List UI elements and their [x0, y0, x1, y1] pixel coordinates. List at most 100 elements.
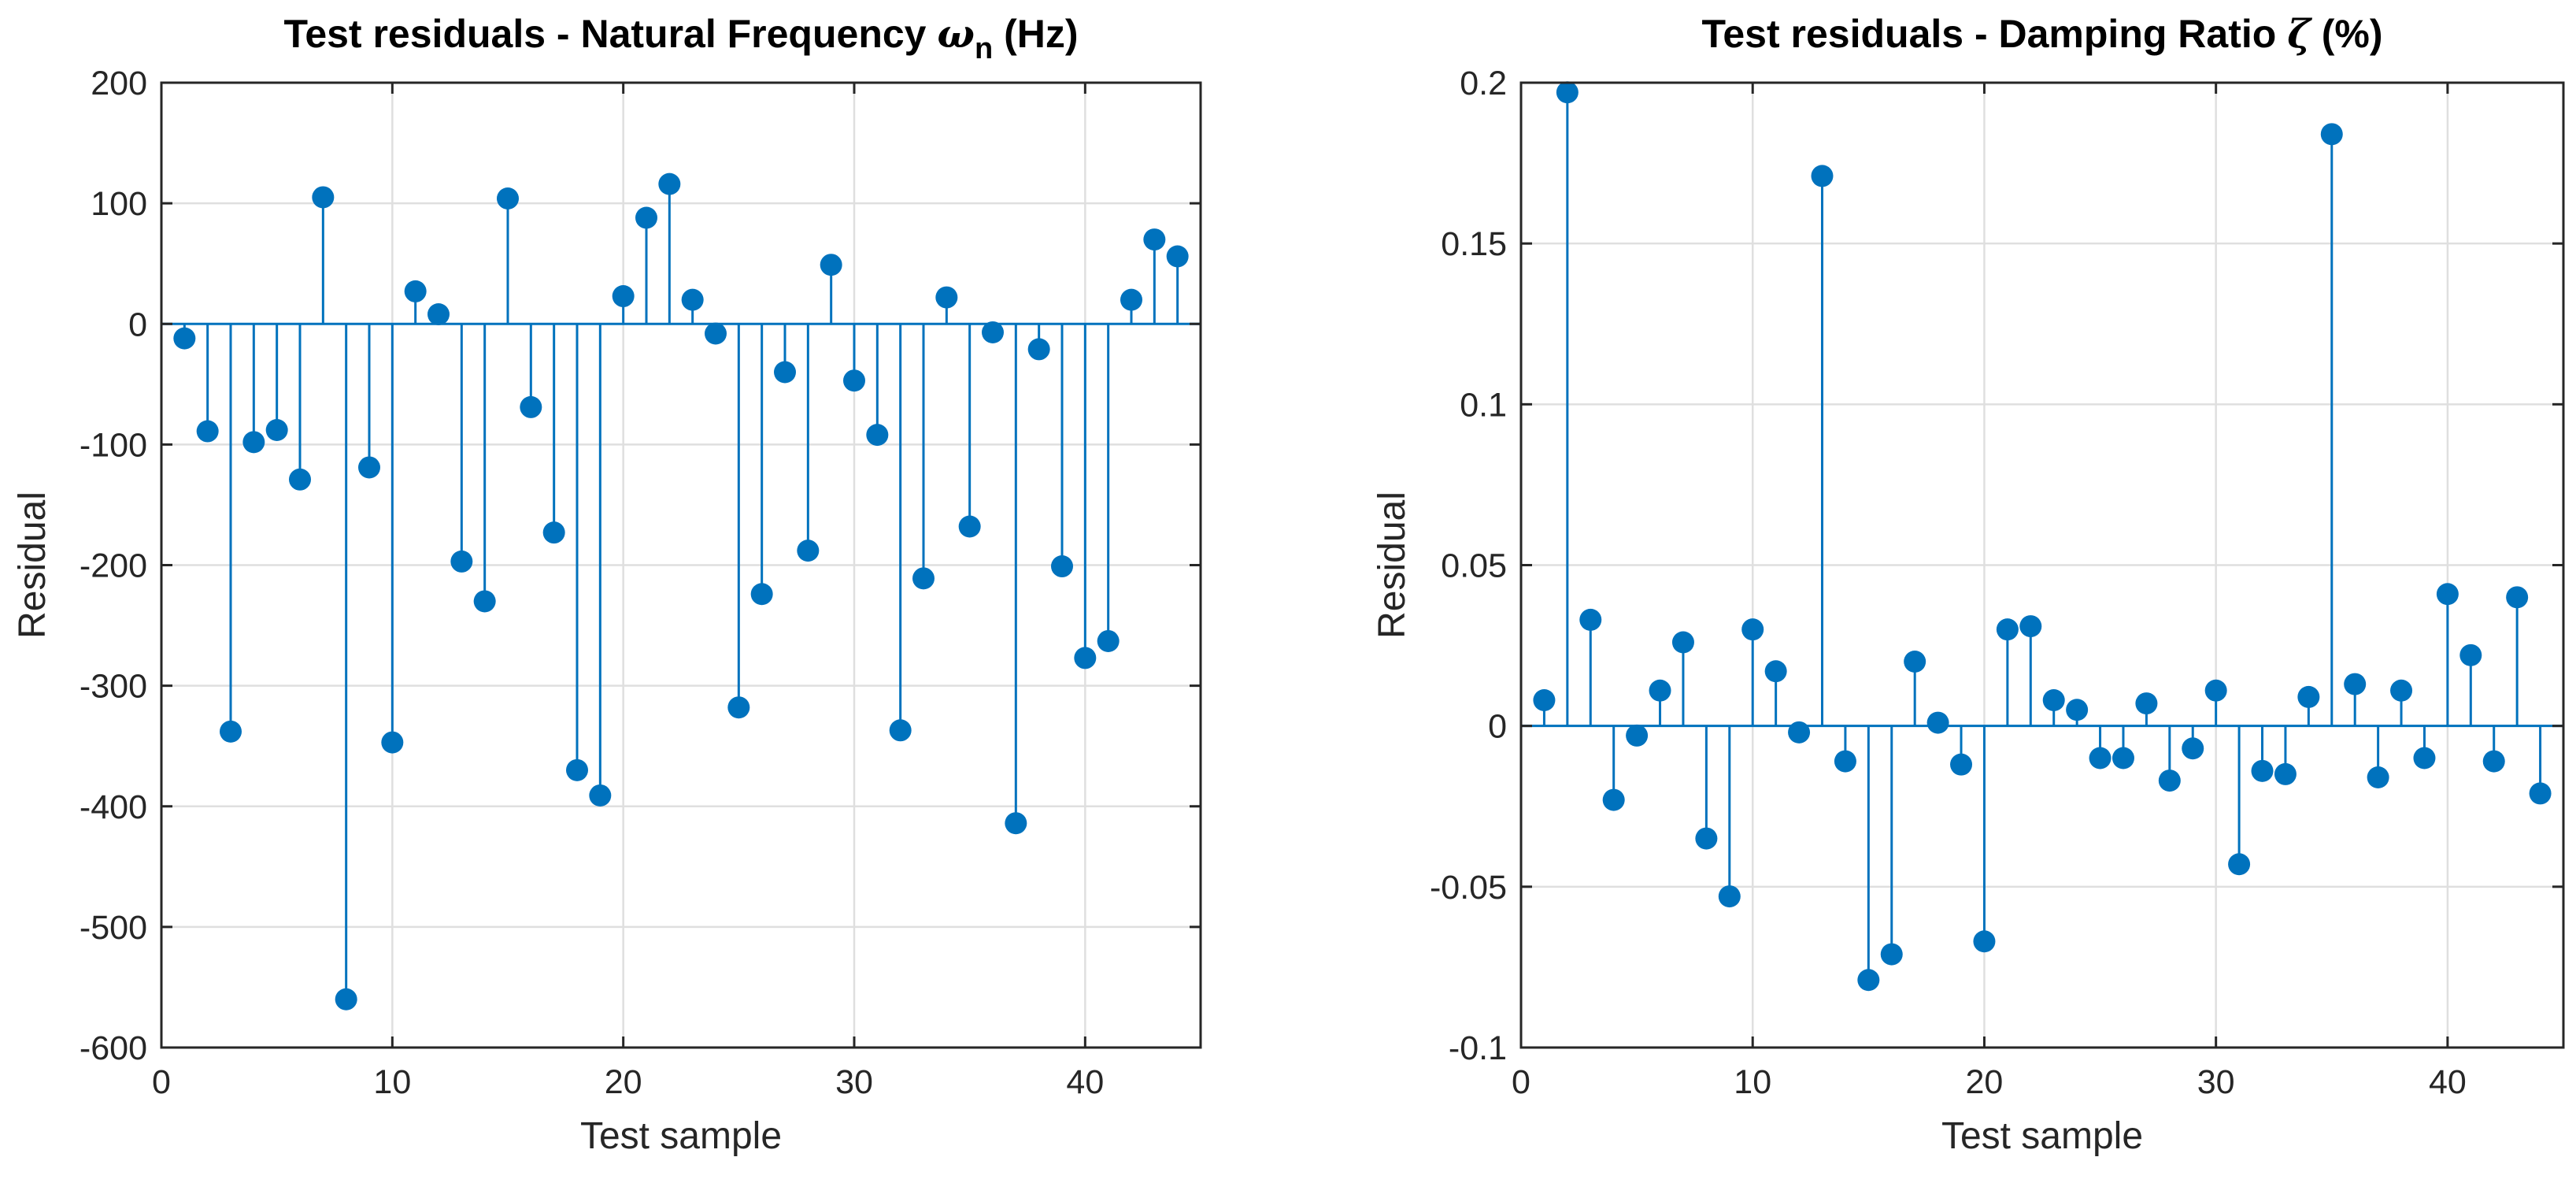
x-tick-label: 0 [1512, 1063, 1530, 1101]
data-point [774, 361, 796, 384]
data-point [2413, 747, 2436, 770]
chart-title: Test residuals - Damping Ratio ζ (%) [1702, 10, 2383, 57]
data-point [1649, 679, 1671, 702]
data-point [1834, 750, 1856, 773]
data-point [1973, 930, 1996, 953]
data-point [312, 186, 335, 209]
data-point [658, 172, 681, 195]
data-point [520, 395, 542, 418]
x-tick-label: 10 [1734, 1063, 1771, 1101]
data-point [935, 286, 958, 309]
data-point [1120, 288, 1142, 311]
data-point [1027, 338, 1050, 361]
data-point [2182, 737, 2204, 760]
x-tick-label: 40 [2429, 1063, 2467, 1101]
data-point [958, 515, 981, 538]
x-axis-label: Test sample [580, 1115, 782, 1157]
data-point [381, 731, 404, 754]
data-point [843, 369, 865, 392]
data-point [2251, 759, 2274, 782]
data-point [1718, 885, 1741, 908]
data-point [265, 419, 288, 441]
data-point [2204, 679, 2227, 702]
y-tick-label: 0 [1488, 708, 1507, 746]
data-point [1166, 245, 1189, 268]
data-point [1926, 711, 1949, 734]
data-point [1097, 629, 1120, 652]
chart-natural-frequency: 0 10 20 30 40 -600 -500 -400 -300 -200 -100 0 100 200… [12, 10, 1202, 1157]
data-point [2135, 692, 2158, 715]
data-point [982, 321, 1004, 343]
chart-title: Test residuals - Natural Frequency ωn (H… [283, 10, 1078, 65]
data-point [1904, 651, 1926, 673]
data-point [1811, 165, 1834, 187]
data-point [1671, 631, 1694, 654]
y-tick-label: 0.2 [1460, 65, 1507, 102]
data-point [635, 206, 657, 229]
x-tick-label: 20 [1966, 1063, 2004, 1101]
y-axis-label: Residual [12, 491, 54, 639]
data-point [1602, 788, 1625, 811]
data-point [750, 583, 773, 606]
x-tick-label: 40 [1066, 1063, 1104, 1101]
data-point [2482, 750, 2505, 773]
data-point [2529, 782, 2552, 805]
data-point [1880, 943, 1903, 966]
y-tick-label: -300 [80, 668, 147, 706]
y-tick-label: 0 [128, 306, 147, 343]
y-axis-label: Residual [1371, 491, 1413, 639]
data-point [1950, 753, 1973, 776]
data-point [2089, 747, 2112, 770]
y-tick-label: -100 [80, 426, 147, 464]
data-point [1579, 608, 1602, 631]
data-point [797, 540, 820, 562]
data-point [497, 187, 519, 210]
y-tick-label: 200 [91, 65, 147, 102]
data-point [566, 758, 588, 781]
data-point [2390, 679, 2413, 702]
data-point [2297, 685, 2320, 708]
data-point [2066, 699, 2089, 721]
data-point [681, 288, 704, 311]
data-point [358, 456, 380, 479]
y-tick-label: -600 [80, 1029, 147, 1067]
x-tick-label: 30 [835, 1063, 873, 1101]
x-tick-label: 0 [152, 1063, 171, 1101]
data-point [335, 988, 357, 1011]
data-point [1764, 660, 1787, 683]
data-point [1996, 618, 2019, 641]
data-point [2506, 586, 2529, 609]
data-point [173, 327, 196, 350]
x-tick-label: 30 [2197, 1063, 2235, 1101]
chart-damping-ratio: 0 10 20 30 40 -0.1 -0.05 0 0.05 0.1 0.15 0.2 Test sa… [1371, 10, 2565, 1157]
y-tick-label: -200 [80, 547, 147, 585]
data-point [2112, 747, 2134, 770]
y-tick-label: 0.05 [1441, 547, 1507, 585]
data-point [1556, 81, 1579, 104]
x-tick-label: 20 [605, 1063, 642, 1101]
data-point [2042, 689, 2065, 711]
y-tick-label: 0.15 [1441, 225, 1507, 263]
data-point [450, 550, 473, 573]
data-point [1005, 812, 1027, 835]
data-point [1741, 618, 1764, 641]
y-tick-label: -0.05 [1430, 869, 1507, 907]
data-point [912, 567, 935, 590]
data-point [220, 720, 242, 743]
data-point [196, 420, 219, 443]
data-point [2019, 615, 2042, 638]
data-point [2367, 766, 2389, 788]
data-point [1857, 969, 1880, 992]
data-point [589, 784, 612, 807]
data-point [820, 254, 842, 276]
data-point [866, 424, 889, 447]
data-point [2344, 673, 2367, 695]
y-tick-label: -500 [80, 909, 147, 947]
y-tick-label: -0.1 [1449, 1029, 1507, 1067]
data-point [1051, 555, 1073, 578]
data-point [2158, 770, 2181, 792]
y-tick-label: 100 [91, 185, 147, 223]
data-point [705, 322, 727, 345]
x-axis-label: Test sample [1941, 1115, 2143, 1157]
data-point [1074, 647, 1097, 669]
